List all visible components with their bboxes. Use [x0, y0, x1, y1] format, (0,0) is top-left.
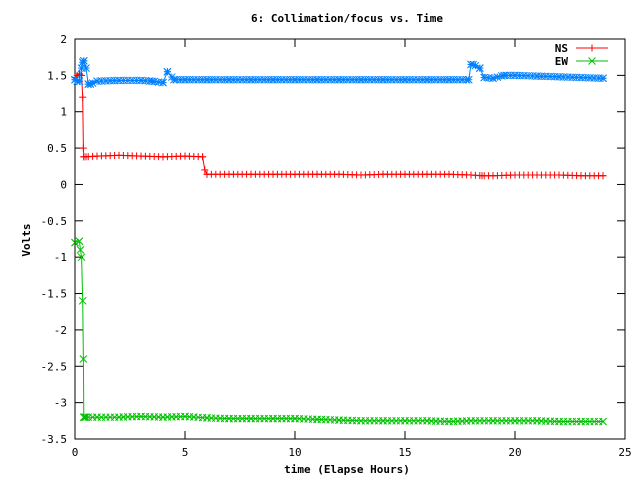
y-tick-label: -3.5 — [41, 433, 68, 446]
x-tick-label: 25 — [618, 446, 631, 459]
y-tick-label: 0.5 — [47, 142, 67, 155]
data-point-series-3 — [493, 73, 502, 81]
y-tick-label: -0.5 — [41, 215, 68, 228]
series-layer — [71, 56, 607, 426]
series-line-ns — [74, 73, 603, 177]
data-point-series-3 — [163, 67, 172, 76]
data-point-ew — [82, 413, 90, 422]
data-point-ew — [79, 355, 88, 363]
plot-frame — [74, 38, 626, 440]
data-point-ew — [71, 238, 79, 247]
data-point-series-3 — [75, 77, 84, 86]
data-point-ns — [599, 172, 607, 180]
data-point-series-3 — [599, 74, 607, 83]
data-point-ns — [75, 70, 83, 78]
data-point-ew — [77, 253, 86, 262]
chart-title: 6: Collimation/focus vs. Time — [251, 12, 443, 25]
data-point-ew — [76, 246, 85, 254]
x-tick-label: 5 — [182, 446, 189, 459]
data-point-series-3 — [84, 80, 93, 88]
data-point-series-3 — [82, 64, 90, 72]
y-tick-label: -2 — [54, 324, 67, 337]
data-point-ew — [599, 417, 607, 426]
data-point-ns — [201, 166, 209, 174]
data-point-series-3 — [159, 78, 167, 87]
x-tick-label: 15 — [398, 446, 411, 459]
y-tick-label: 1.5 — [47, 69, 67, 82]
data-point-ns — [79, 144, 87, 152]
data-point-series-3 — [462, 75, 471, 84]
y-axis-label: Volts — [20, 223, 33, 256]
data-point-series-3 — [489, 74, 497, 83]
legend-marker-ew — [588, 57, 596, 65]
data-point-series-3 — [475, 64, 484, 72]
y-tick-label: 0 — [60, 178, 67, 191]
x-axis-label: time (Elapse Hours) — [284, 463, 410, 476]
y-tick-label: -1.5 — [41, 288, 68, 301]
y-tick-label: 2 — [60, 33, 67, 46]
data-point-series-3 — [467, 60, 475, 69]
legend-label-ns: NS — [555, 42, 568, 55]
data-point-ew — [75, 237, 84, 246]
x-tick-label: 0 — [72, 446, 79, 459]
x-axis: 0 5 10 15 20 25 — [72, 39, 632, 459]
data-point-ew — [78, 296, 87, 305]
legend-marker-ns — [588, 44, 596, 52]
series-ew — [71, 237, 607, 426]
data-point-series-3 — [79, 56, 88, 65]
series-line-ew — [74, 240, 603, 423]
y-tick-label: -1 — [54, 251, 67, 264]
data-point-ns — [79, 93, 87, 101]
y-tick-label: 1 — [60, 106, 67, 119]
y-tick-label: -2.5 — [41, 360, 68, 373]
data-point-series-3 — [269, 75, 277, 84]
series-ns — [71, 70, 607, 180]
x-tick-label: 20 — [508, 446, 521, 459]
series-series-3 — [71, 56, 607, 88]
y-axis: 2 1.5 1 0.5 0 -0.5 -1 -1.5 -2 -2.5 -3 -3.5 — [41, 33, 625, 446]
data-point-ns — [199, 153, 207, 161]
data-point-ew — [81, 413, 89, 422]
x-tick-label: 10 — [288, 446, 301, 459]
y-tick-label: -3 — [54, 397, 67, 410]
legend-label-ew: EW — [555, 55, 569, 68]
